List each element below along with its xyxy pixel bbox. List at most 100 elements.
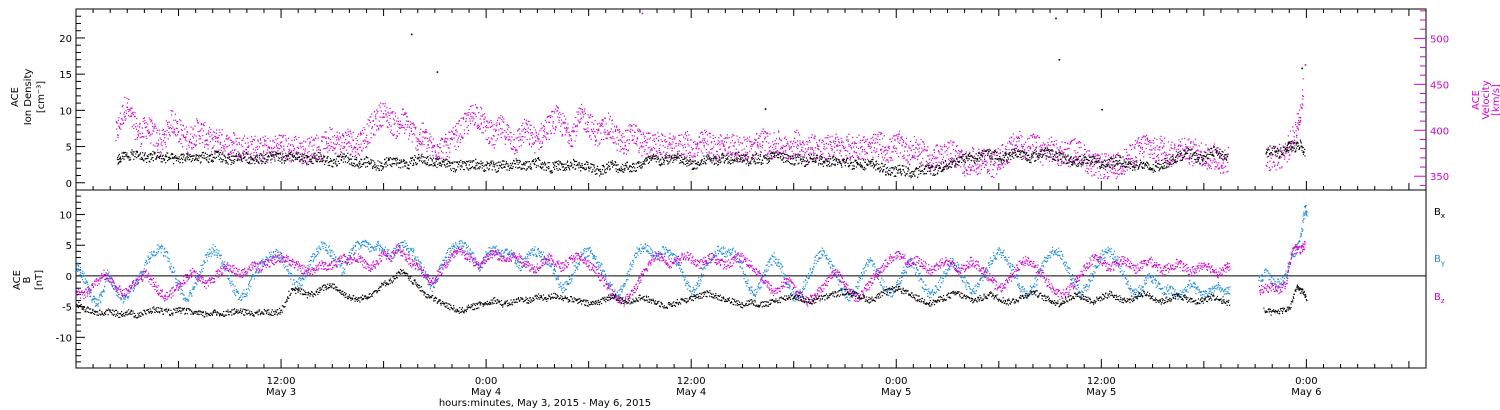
velocity-series-point	[439, 147, 441, 149]
velocity-series-point	[164, 141, 166, 143]
velocity-series-point	[393, 123, 395, 125]
velocity-series-point	[537, 136, 539, 138]
velocity-series-point	[814, 147, 817, 149]
velocity-series-point	[1152, 147, 1155, 149]
density-series-point	[475, 162, 477, 164]
velocity-series-point	[731, 136, 733, 138]
velocity-series-point	[697, 143, 699, 145]
velocity-series-point	[827, 134, 829, 137]
density-series-point	[535, 166, 537, 168]
velocity-series-point	[776, 150, 778, 152]
velocity-series-point	[675, 142, 677, 145]
velocity-series-point	[527, 120, 529, 122]
velocity-series-point	[682, 147, 685, 149]
velocity-series-point	[500, 133, 502, 135]
density-series-point	[496, 165, 498, 167]
velocity-series-point	[828, 155, 830, 157]
density-series-point	[633, 170, 635, 172]
density-series-point	[580, 170, 582, 172]
velocity-series-point	[466, 114, 468, 116]
velocity-series-point	[769, 133, 771, 135]
velocity-series-point	[1156, 145, 1158, 147]
velocity-series-point	[1116, 176, 1118, 178]
density-series-point	[611, 163, 613, 165]
velocity-series-point	[153, 127, 155, 130]
density-series-point	[494, 164, 496, 166]
velocity-series-point	[1167, 141, 1169, 143]
velocity-series-point	[1123, 173, 1125, 175]
density-series-point	[510, 166, 512, 168]
velocity-series-point	[366, 123, 368, 125]
velocity-series-point	[1173, 143, 1176, 145]
density-series-point	[124, 151, 126, 154]
velocity-series-point	[530, 124, 532, 126]
velocity-series-point	[606, 130, 608, 132]
velocity-series-point	[641, 142, 643, 144]
velocity-series-point	[174, 119, 177, 121]
density-series-point	[336, 165, 338, 167]
velocity-series-point	[626, 129, 628, 131]
velocity-series-point	[706, 134, 708, 136]
velocity-series-point	[282, 134, 284, 136]
velocity-series-point	[872, 136, 874, 138]
velocity-series-point	[620, 139, 622, 141]
velocity-series-point	[751, 145, 753, 147]
velocity-series-point	[871, 142, 873, 144]
velocity-series-point	[1034, 137, 1036, 139]
velocity-series-point	[215, 137, 217, 139]
density-series-point	[518, 167, 520, 169]
density-series-point	[358, 167, 360, 169]
density-series-point	[459, 165, 461, 167]
velocity-series-point	[617, 129, 619, 131]
velocity-series-point	[468, 112, 470, 114]
density-series-point	[279, 160, 281, 162]
velocity-series-point	[624, 144, 626, 146]
velocity-series-point	[557, 107, 559, 109]
velocity-series-point	[1218, 168, 1220, 170]
velocity-series-point	[130, 115, 132, 118]
velocity-series-point	[1055, 156, 1057, 158]
velocity-series-point	[520, 136, 522, 138]
velocity-series-point	[976, 167, 978, 169]
velocity-series-point	[1195, 144, 1197, 146]
velocity-series-point	[1118, 168, 1120, 170]
velocity-series-point	[1071, 162, 1073, 164]
velocity-series-point	[633, 142, 635, 144]
velocity-series-point	[160, 143, 162, 145]
density-series-point	[174, 157, 176, 159]
velocity-series-point	[143, 117, 146, 119]
velocity-series-point	[373, 133, 375, 135]
velocity-series-point	[912, 156, 914, 158]
density-series-point	[193, 155, 195, 157]
velocity-series-point	[879, 143, 881, 146]
density-series-point	[350, 158, 352, 160]
velocity-series-point	[1213, 143, 1216, 145]
density-series-point	[311, 160, 313, 163]
velocity-series-point	[1137, 138, 1139, 140]
density-series-point	[355, 158, 357, 160]
velocity-series-point	[985, 160, 987, 162]
velocity-series-point	[690, 139, 692, 141]
velocity-series-point	[749, 136, 751, 138]
velocity-series-point	[662, 134, 664, 136]
velocity-series-point	[1094, 153, 1096, 155]
velocity-series-point	[1196, 160, 1199, 162]
velocity-series-point	[1296, 136, 1298, 138]
density-series-point	[622, 171, 624, 173]
velocity-series-point	[884, 149, 886, 151]
velocity-series-point	[146, 126, 148, 128]
velocity-series-point	[379, 124, 381, 126]
velocity-series-point	[507, 133, 509, 135]
velocity-series-point	[172, 110, 174, 112]
velocity-series-point	[1075, 156, 1077, 158]
density-series-point	[410, 157, 412, 160]
velocity-series-point	[1069, 141, 1071, 143]
density-series-point	[173, 156, 175, 158]
velocity-series-point	[589, 134, 591, 137]
velocity-series-point	[765, 141, 768, 143]
velocity-series-point	[283, 145, 285, 147]
velocity-series-point	[907, 161, 909, 163]
density-series-point	[438, 157, 440, 159]
density-series-point	[225, 160, 228, 162]
density-series-point	[421, 160, 423, 162]
